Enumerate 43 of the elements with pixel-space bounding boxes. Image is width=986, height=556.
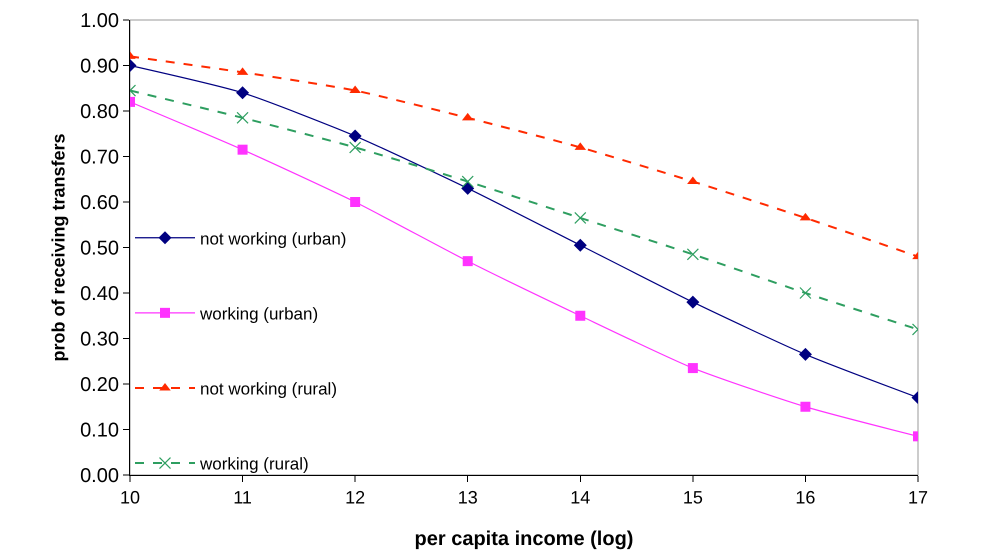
point [236,86,250,100]
point [575,310,586,321]
point [349,141,362,154]
point [799,286,812,300]
y-axis-title: prob of receiving transfers [48,133,68,362]
y-tick-label: 0.00 [80,465,119,487]
point [574,238,587,252]
point [686,296,700,309]
x-tick-label: 16 [795,488,816,508]
point [348,130,362,143]
y-tick-label: 0.30 [80,328,119,350]
x-tick-label: 12 [345,488,366,508]
y-tick-label: 0.90 [80,56,119,78]
y-tick-label: 0.60 [80,192,119,214]
y-tick-label: 0.70 [80,146,119,168]
point [462,256,473,266]
point [238,144,248,155]
point [686,248,699,260]
point [236,112,249,124]
point [574,212,586,224]
point [800,402,810,412]
y-tick-label: 1.00 [80,10,119,32]
x-axis-title: per capita income (log) [414,528,634,550]
y-tick-label: 0.10 [80,420,119,442]
x-tick-label: 17 [908,488,928,508]
legend-label: not working (rural) [200,380,337,399]
point [798,348,812,361]
x-tick-label: 13 [458,488,478,508]
x-tick-label: 15 [682,488,703,508]
point [462,175,474,188]
point [461,182,474,195]
y-tick-label: 0.80 [80,101,119,123]
legend-label: not working (urban) [200,229,346,248]
y-tick-label: 0.20 [80,374,119,396]
y-tick-label: 0.40 [80,283,119,305]
x-tick-label: 14 [570,488,590,508]
legend-label: working (urban) [199,304,318,324]
point [688,363,698,374]
y-tick-label: 0.50 [80,238,119,260]
x-tick-label: 11 [233,488,252,508]
legend-label: working (rural) [199,454,309,474]
x-tick-label: 10 [120,488,140,508]
point [350,197,360,207]
